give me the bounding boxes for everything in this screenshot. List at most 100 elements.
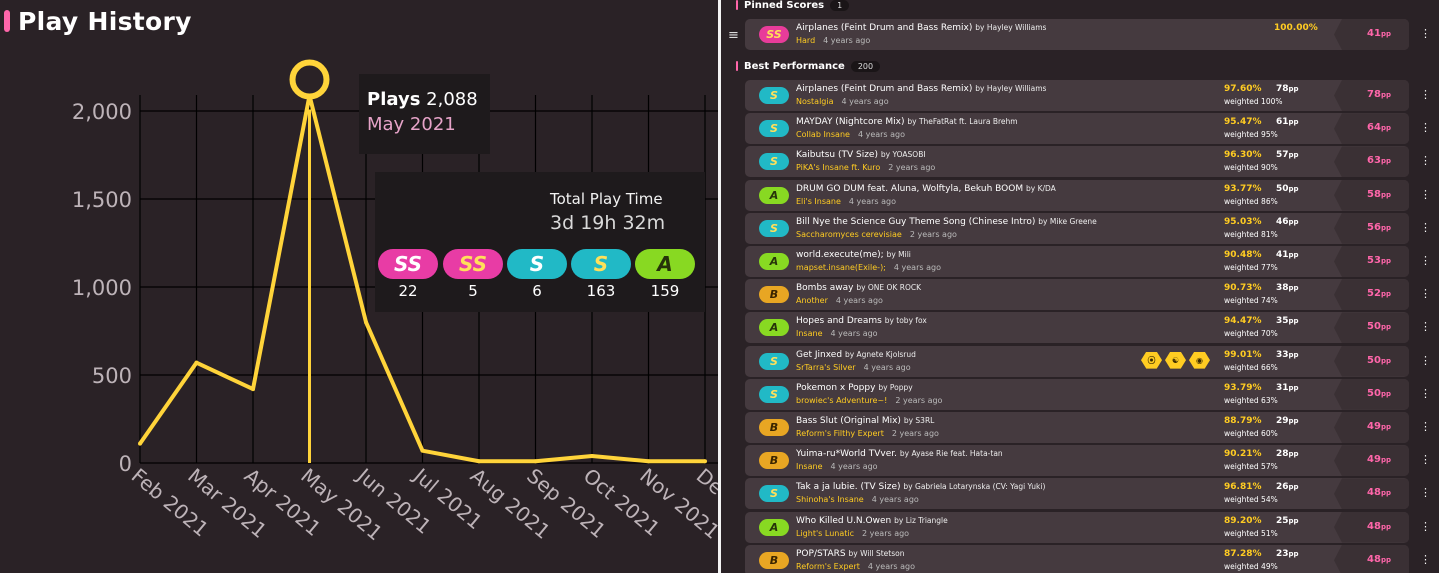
score-row[interactable]: A Who Killed U.N.Owen by Liz Triangle Ligh… [745, 511, 1409, 543]
more-options-icon[interactable]: ⋮ [1420, 154, 1431, 168]
more-options-icon[interactable]: ⋮ [1420, 254, 1431, 267]
difficulty-name[interactable]: Another [796, 296, 828, 306]
more-options-icon[interactable]: ⋮ [1420, 453, 1431, 467]
drag-handle-icon[interactable]: ≡ [728, 28, 739, 43]
rank-badge: B [759, 419, 789, 436]
score-row[interactable]: S Tak a ja lubie. (TV Size) by Gabriela L… [745, 478, 1409, 510]
pp-unit: pp [1380, 290, 1391, 299]
pp-unit: pp [1380, 323, 1391, 332]
pp-tab [1334, 179, 1409, 211]
weighted-percent: weighted 60% [1224, 429, 1278, 438]
score-row[interactable]: B Yuima-ru*World TVver. by Ayase Rie feat… [745, 445, 1409, 477]
difficulty-name[interactable]: Reform's Expert [796, 561, 860, 571]
more-options-icon[interactable]: ⋮ [1420, 552, 1431, 566]
difficulty-name[interactable]: PiKA's Insane ft. Kuro [796, 163, 881, 173]
song-artist: Hayley Williams [986, 84, 1047, 93]
weighted-pp: 26pp [1276, 482, 1299, 492]
more-options-icon[interactable]: ⋮ [1420, 386, 1431, 400]
pp-value: 41pp [1367, 28, 1391, 39]
data-point [646, 459, 651, 464]
accuracy: 100.00% [1274, 23, 1318, 33]
song-artist: Liz Triangle [905, 515, 948, 525]
pp-tab [1334, 246, 1409, 277]
rank-badge: S [759, 385, 789, 403]
difficulty-name[interactable]: Eli's Insane [796, 196, 841, 206]
pp-tab [1334, 412, 1409, 443]
weighted-pp-value: 50 [1276, 183, 1289, 194]
pp-unit: pp [1288, 450, 1299, 459]
score-row[interactable]: S Pokemon x Poppy by Poppy browiec's Adven… [745, 378, 1409, 410]
more-options-icon[interactable]: ⋮ [1420, 486, 1431, 500]
difficulty-name[interactable]: Collab Insane [796, 130, 850, 140]
weighted-pp: 25pp [1276, 516, 1299, 526]
more-options-icon[interactable]: ⋮ [1420, 88, 1431, 101]
difficulty-name[interactable]: browiec's Adventure~! [796, 395, 888, 405]
difficulty-line: mapset.insane(Exile-); 4 years ago [796, 263, 941, 272]
pp-unit: pp [1288, 184, 1299, 193]
weighted-pp-value: 29 [1276, 416, 1289, 426]
score-row[interactable]: S Kaibutsu (TV Size) by YOASOBI PiKA's Ins… [745, 146, 1409, 178]
song-artist: toby fox [896, 316, 927, 326]
score-row[interactable]: S Airplanes (Feint Drum and Bass Remix) b… [745, 80, 1409, 111]
more-options-icon[interactable]: ⋮ [1420, 519, 1431, 533]
song-artist-line: by Mili [887, 250, 911, 259]
difficulty-line: Nostalgia 4 years ago [796, 97, 889, 106]
time-ago: 4 years ago [867, 561, 915, 571]
difficulty-name[interactable]: Reform's Filthy Expert [796, 429, 884, 438]
time-ago: 2 years ago [862, 528, 910, 538]
pp-unit: pp [1380, 456, 1391, 465]
weighted-percent: weighted 100% [1224, 97, 1283, 106]
accuracy: 90.73% [1224, 283, 1262, 294]
y-tick-label: 500 [92, 364, 132, 388]
score-row[interactable]: A Hopes and Dreams by toby fox Insane 4 yea… [745, 312, 1409, 344]
play-history-title: Play History [18, 6, 192, 36]
score-row[interactable]: B Bass Slut (Original Mix) by S3RL Reform'… [745, 412, 1409, 443]
by-label: by [903, 416, 914, 425]
difficulty-name[interactable]: Nostalgia [796, 97, 834, 106]
pp-unit: pp [1380, 389, 1391, 398]
song-title: Hopes and Dreams [796, 316, 882, 327]
more-options-icon[interactable]: ⋮ [1420, 220, 1431, 234]
difficulty-name[interactable]: mapset.insane(Exile-); [796, 263, 886, 272]
by-label: by [856, 283, 866, 293]
song-title: Bill Nye the Science Guy Theme Song (Chi… [796, 216, 1036, 227]
pp-number: 50 [1367, 354, 1381, 366]
more-options-icon[interactable]: ⋮ [1420, 420, 1431, 433]
more-options-icon[interactable]: ⋮ [1420, 187, 1431, 201]
difficulty-name[interactable]: Shinoha's Insane [796, 495, 864, 505]
score-row[interactable]: B POP/STARS by Will Stetson Reform's Exper… [745, 544, 1409, 573]
score-row[interactable]: S Get Jinxed by Agnete Kjolsrud SrTarra's … [745, 345, 1409, 377]
score-row[interactable]: B Bombs away by ONE OK ROCK Another 4 years… [745, 279, 1409, 311]
song-title: Pokemon x Poppy [796, 382, 876, 393]
time-ago: 4 years ago [848, 196, 896, 206]
more-options-icon[interactable]: ⋮ [1420, 27, 1431, 40]
weighted-pp-value: 78 [1276, 84, 1289, 94]
more-options-icon[interactable]: ⋮ [1420, 121, 1431, 135]
difficulty-name[interactable]: Light's Lunatic [796, 528, 854, 538]
data-point [138, 441, 142, 446]
pp-tab [1334, 279, 1409, 311]
difficulty-name[interactable]: Saccharomyces cerevisiae [796, 229, 902, 239]
panel-divider [718, 0, 721, 573]
song-artist-line: by Poppy [878, 383, 912, 392]
more-options-icon[interactable]: ⋮ [1420, 287, 1431, 301]
panel-title: Play History [4, 4, 192, 38]
score-row[interactable]: A DRUM GO DUM feat. Aluna, Wolftyla, Beku… [745, 179, 1409, 211]
difficulty-name[interactable]: SrTarra's Silver [796, 362, 856, 372]
by-label: by [975, 84, 985, 93]
difficulty-name[interactable]: Insane [796, 462, 823, 472]
difficulty-name[interactable]: Hard [796, 36, 816, 45]
score-row[interactable]: S MAYDAY (Nightcore Mix) by TheFatRat ft.… [745, 113, 1409, 145]
pinned-score-row[interactable]: SS Airplanes (Feint Drum and Bass Remix) … [745, 19, 1409, 50]
pp-tab [1334, 511, 1409, 543]
more-options-icon[interactable]: ⋮ [1420, 320, 1431, 334]
score-row[interactable]: S Bill Nye the Science Guy Theme Song (Ch… [745, 212, 1409, 244]
pinned-scores-header: Pinned Scores 1 [736, 0, 850, 12]
more-options-icon[interactable]: ⋮ [1420, 353, 1431, 367]
difficulty-name[interactable]: Insane [796, 329, 823, 339]
by-label: by [886, 250, 896, 259]
pp-number: 48 [1367, 520, 1381, 532]
accuracy: 96.30% [1224, 150, 1262, 161]
weighted-pp-value: 26 [1276, 482, 1289, 493]
